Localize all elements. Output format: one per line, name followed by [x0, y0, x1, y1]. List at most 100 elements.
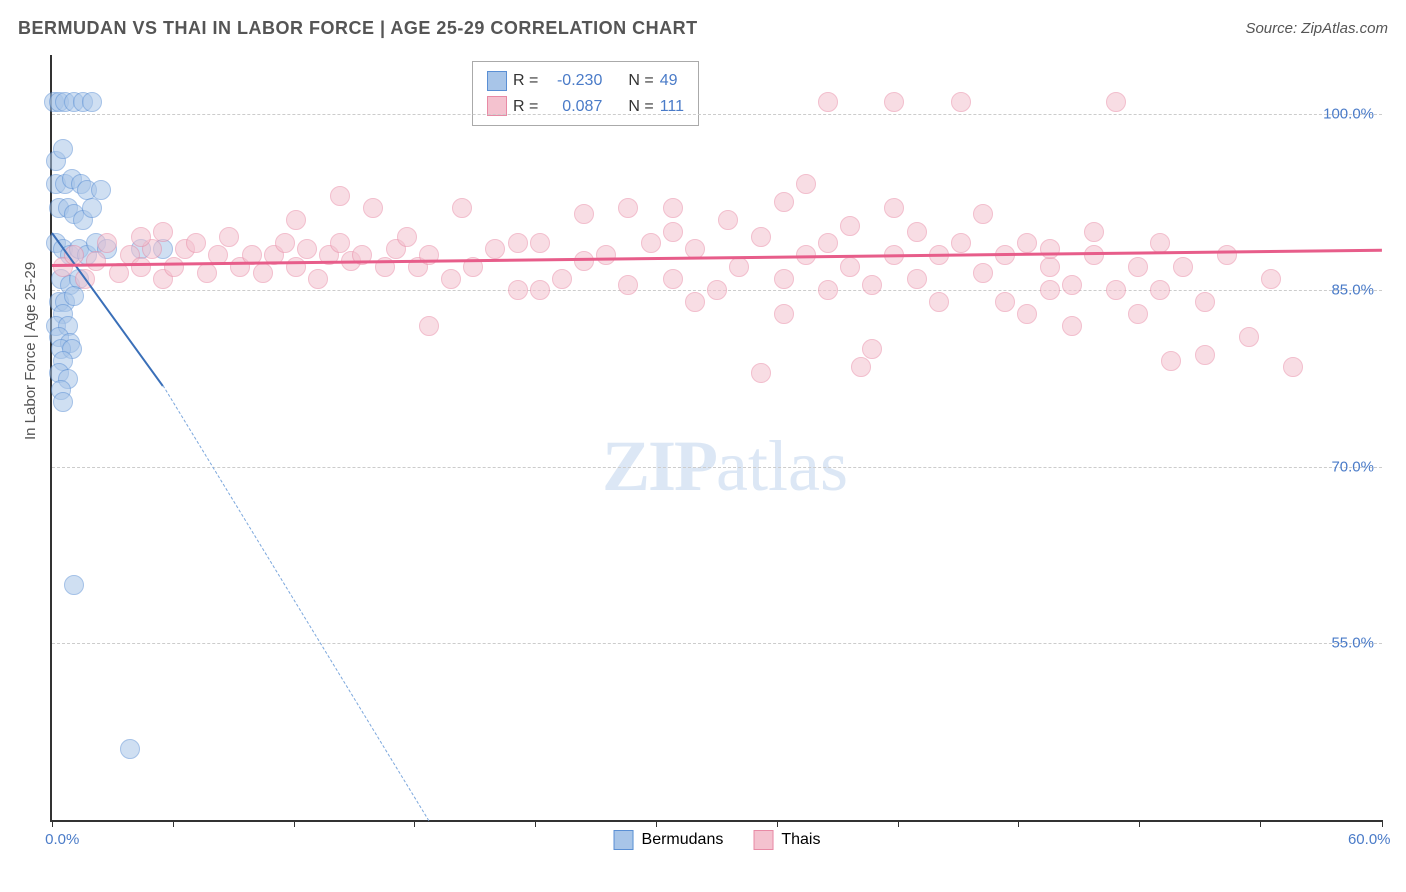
legend-row: R =0.087N =111 [487, 94, 684, 120]
data-point [774, 304, 794, 324]
chart-header: BERMUDAN VS THAI IN LABOR FORCE | AGE 25… [18, 18, 1388, 39]
x-tick [414, 820, 415, 827]
data-point [530, 233, 550, 253]
series-legend-label: Thais [781, 831, 820, 849]
data-point [1017, 304, 1037, 324]
legend-n-label: N = [628, 68, 653, 94]
data-point [884, 198, 904, 218]
data-point [1128, 304, 1148, 324]
correlation-legend: R =-0.230 N = 49R =0.087N =111 [472, 61, 699, 126]
data-point [508, 280, 528, 300]
data-point [574, 251, 594, 271]
data-point [286, 257, 306, 277]
x-tick [1139, 820, 1140, 827]
legend-n-value: 49 [660, 68, 678, 94]
data-point [441, 269, 461, 289]
x-tick [898, 820, 899, 827]
data-point [1062, 316, 1082, 336]
data-point [1195, 292, 1215, 312]
data-point [973, 204, 993, 224]
data-point [275, 233, 295, 253]
data-point [131, 227, 151, 247]
x-tick-label: 0.0% [45, 831, 79, 848]
data-point [452, 198, 472, 218]
data-point [253, 263, 273, 283]
data-point [774, 192, 794, 212]
data-point [1173, 257, 1193, 277]
data-point [1084, 245, 1104, 265]
legend-swatch [487, 71, 507, 91]
chart-source: Source: ZipAtlas.com [1245, 20, 1388, 37]
data-point [663, 269, 683, 289]
y-tick-label: 85.0% [1331, 282, 1374, 299]
x-tick [656, 820, 657, 827]
x-tick [294, 820, 295, 827]
data-point [197, 263, 217, 283]
legend-r-value: -0.230 [544, 68, 602, 94]
data-point [330, 233, 350, 253]
data-point [840, 216, 860, 236]
series-legend-item: Bermudans [614, 830, 724, 850]
data-point [1239, 327, 1259, 347]
data-point [995, 292, 1015, 312]
data-point [53, 139, 73, 159]
data-point [1040, 257, 1060, 277]
data-point [1283, 357, 1303, 377]
data-point [818, 233, 838, 253]
chart-title: BERMUDAN VS THAI IN LABOR FORCE | AGE 25… [18, 18, 698, 39]
data-point [131, 257, 151, 277]
data-point [508, 233, 528, 253]
data-point [729, 257, 749, 277]
legend-r-label: R = [513, 94, 538, 120]
data-point [618, 275, 638, 295]
data-point [1161, 351, 1181, 371]
gridline [52, 643, 1382, 644]
series-legend: Bermudans Thais [614, 830, 821, 850]
data-point [397, 227, 417, 247]
data-point [485, 239, 505, 259]
x-tick-label: 60.0% [1348, 831, 1391, 848]
data-point [707, 280, 727, 300]
data-point [907, 269, 927, 289]
data-point [862, 339, 882, 359]
trend-line-extrapolated [162, 385, 429, 821]
legend-n-value: 111 [660, 94, 684, 120]
gridline [52, 114, 1382, 115]
data-point [53, 392, 73, 412]
data-point [751, 227, 771, 247]
legend-swatch [753, 830, 773, 850]
x-tick [173, 820, 174, 827]
data-point [286, 210, 306, 230]
data-point [186, 233, 206, 253]
data-point [120, 739, 140, 759]
data-point [718, 210, 738, 230]
x-tick [777, 820, 778, 827]
y-axis-label: In Labor Force | Age 25-29 [22, 262, 39, 440]
data-point [363, 198, 383, 218]
x-tick [1382, 820, 1383, 827]
data-point [774, 269, 794, 289]
y-tick-label: 55.0% [1331, 635, 1374, 652]
data-point [1062, 275, 1082, 295]
data-point [818, 280, 838, 300]
data-point [1128, 257, 1148, 277]
legend-r-value: 0.087 [544, 94, 602, 120]
data-point [796, 174, 816, 194]
x-tick [1018, 820, 1019, 827]
data-point [951, 233, 971, 253]
data-point [851, 357, 871, 377]
data-point [685, 292, 705, 312]
data-point [1150, 280, 1170, 300]
data-point [308, 269, 328, 289]
data-point [596, 245, 616, 265]
data-point [663, 198, 683, 218]
data-point [840, 257, 860, 277]
data-point [153, 222, 173, 242]
data-point [164, 257, 184, 277]
series-legend-item: Thais [753, 830, 820, 850]
data-point [1217, 245, 1237, 265]
data-point [951, 92, 971, 112]
data-point [862, 275, 882, 295]
x-tick [1260, 820, 1261, 827]
data-point [64, 286, 84, 306]
